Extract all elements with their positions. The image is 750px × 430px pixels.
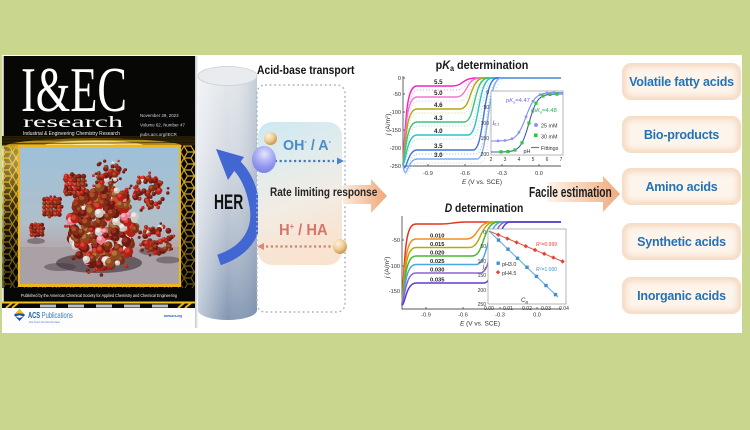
svg-text:4: 4 [518,157,521,163]
svg-text:250: 250 [478,302,487,308]
svg-text:0.030: 0.030 [430,268,445,274]
svg-text:-250: -250 [390,164,401,170]
svg-text:-50: -50 [393,92,401,98]
svg-text:3.0: 3.0 [434,152,443,159]
svg-text:200: 200 [481,152,490,158]
svg-text:Fittings: Fittings [541,146,559,152]
svg-text:6: 6 [546,157,549,163]
svg-text:100: 100 [481,121,490,127]
svg-text:0.0: 0.0 [533,313,541,319]
svg-text:j (A/m2): j (A/m2) [383,257,391,279]
svg-text:50: 50 [483,105,489,111]
svg-text:4.0: 4.0 [434,128,443,135]
svg-text:5.5: 5.5 [434,79,443,86]
svg-text:research: research [23,114,123,131]
svg-text:j0.1: j0.1 [492,120,499,127]
svg-text:0.025: 0.025 [430,259,445,265]
svg-text:j (A/m2): j (A/m2) [384,114,392,136]
svg-text:-0.6: -0.6 [460,171,470,177]
svg-text:50: 50 [480,244,486,250]
svg-text:Most Trusted. Most Cited. Most: Most Trusted. Most Cited. Most Read. [29,320,60,324]
svg-text:pKa=4.47: pKa=4.47 [506,98,530,105]
svg-text:30 mM: 30 mM [541,135,558,141]
svg-text:-200: -200 [390,146,401,152]
svg-text:(pKa=4.48: (pKa=4.48 [531,108,557,115]
svg-text:0.015: 0.015 [430,242,445,248]
svg-text:0.0: 0.0 [535,171,543,177]
svg-text:-150: -150 [390,128,401,134]
svg-text:pH: pH [523,149,530,155]
svg-text:-0.3: -0.3 [497,171,507,177]
svg-text:25 mM: 25 mM [541,124,558,130]
svg-text:ACS Publications: ACS Publications [28,312,73,320]
svg-text:5.0: 5.0 [434,90,443,97]
svg-text:0.010: 0.010 [430,234,445,240]
svg-text:0.04: 0.04 [559,306,569,312]
svg-text:-100: -100 [389,264,400,270]
svg-text:0.03: 0.03 [541,306,551,312]
svg-text:-0.6: -0.6 [458,313,468,319]
svg-text:4.3: 4.3 [434,115,443,122]
svg-text:-50: -50 [392,238,400,244]
svg-text:R2=0.999: R2=0.999 [536,242,557,249]
svg-text:-0.3: -0.3 [495,313,505,319]
svg-text:E (V vs. SCE): E (V vs. SCE) [460,321,500,328]
svg-text:CB: CB [521,298,528,305]
svg-text:www.acs.org: www.acs.org [163,313,182,318]
svg-text:0: 0 [398,76,401,82]
svg-text:150: 150 [481,136,490,142]
svg-text:I&EC: I&EC [21,56,127,125]
svg-text:5: 5 [532,157,535,163]
svg-text:Industrial & Engineering Chemi: Industrial & Engineering Chemistry Resea… [23,131,120,137]
svg-text:-100: -100 [390,110,401,116]
svg-text:E (V vs. SCE): E (V vs. SCE) [462,179,502,186]
svg-text:200: 200 [478,288,487,294]
svg-text:Published by the American Chem: Published by the American Chemical Socie… [21,293,177,298]
svg-text:0: 0 [483,230,486,236]
svg-text:November 29, 2023: November 29, 2023 [140,113,179,118]
svg-text:0.02: 0.02 [522,306,532,312]
svg-text:pubs.acs.org/IECR: pubs.acs.org/IECR [140,132,177,137]
svg-text:-0.9: -0.9 [421,313,431,319]
svg-text:0: 0 [486,90,489,96]
svg-text:pKa determination: pKa determination [436,60,529,74]
svg-text:Volume 62, Number 47: Volume 62, Number 47 [140,123,185,128]
svg-text:0.020: 0.020 [430,251,445,257]
svg-text:0.00: 0.00 [484,306,494,312]
svg-text:pH4.5: pH4.5 [502,271,516,277]
svg-text:jL: jL [482,264,487,271]
svg-text:2: 2 [490,157,493,163]
svg-text:3.5: 3.5 [434,143,443,150]
svg-text:0.01: 0.01 [503,306,513,312]
svg-text:150: 150 [478,273,487,279]
svg-text:4.6: 4.6 [434,102,443,109]
svg-text:D determination: D determination [445,202,524,215]
svg-text:R2=1.000: R2=1.000 [536,267,557,274]
svg-text:0.035: 0.035 [430,278,445,284]
svg-text:pH3.0: pH3.0 [502,262,516,268]
svg-text:-150: -150 [389,289,400,295]
svg-text:7: 7 [560,157,563,163]
svg-text:100: 100 [478,259,487,265]
svg-text:3: 3 [504,157,507,163]
svg-text:-0.9: -0.9 [423,171,433,177]
